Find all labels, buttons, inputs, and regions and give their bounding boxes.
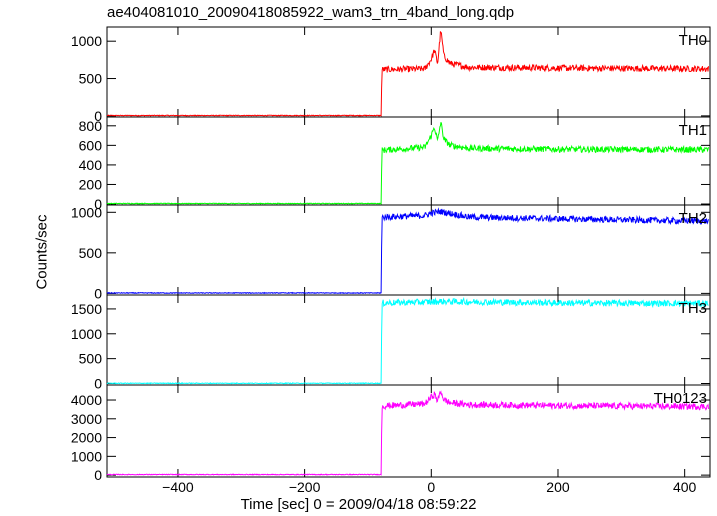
x-tick-label: 200 xyxy=(546,479,570,495)
y-tick-label-th0: 0 xyxy=(94,108,102,124)
y-tick-label-th2: 0 xyxy=(94,285,102,301)
y-tick-label-th1: 0 xyxy=(94,196,102,212)
panel-label-th0: TH0 xyxy=(679,32,707,49)
x-tick-label: −400 xyxy=(162,479,194,495)
panel-label-th2: TH2 xyxy=(679,210,707,227)
y-tick-label-th1: 200 xyxy=(79,176,103,192)
series-line-th1 xyxy=(106,122,709,206)
y-tick-label-th3: 0 xyxy=(94,376,102,392)
series-line-th0 xyxy=(106,31,709,117)
y-tick-label-th0123: 4000 xyxy=(71,392,102,408)
y-axis-label: Counts/sec xyxy=(33,214,51,290)
panel-label-th1: TH1 xyxy=(679,122,707,139)
panel-frame-th0123 xyxy=(106,384,711,478)
panel-label-th3: TH3 xyxy=(679,300,707,317)
y-tick-label-th0123: 3000 xyxy=(71,411,102,427)
y-tick-label-th2: 1000 xyxy=(71,204,102,220)
y-tick-label-th1: 800 xyxy=(79,118,103,134)
panel-label-th0123: TH0123 xyxy=(654,390,707,407)
y-tick-label-th0: 1000 xyxy=(71,33,102,49)
y-tick-label-th1: 400 xyxy=(79,157,103,173)
y-tick-label-th0123: 2000 xyxy=(71,430,102,446)
y-tick-label-th0123: 1000 xyxy=(71,448,102,464)
x-tick-label: 400 xyxy=(673,479,697,495)
panel-frame-th3 xyxy=(106,294,711,386)
y-tick-label-th0: 500 xyxy=(79,71,103,87)
series-line-th0123 xyxy=(106,390,709,476)
x-tick-label: −200 xyxy=(289,479,321,495)
x-axis-label: Time [sec] 0 = 2009/04/18 08:59:22 xyxy=(240,496,477,513)
y-tick-label-th3: 500 xyxy=(79,351,103,367)
y-tick-label-th3: 1500 xyxy=(71,301,102,317)
y-tick-label-th0123: 0 xyxy=(94,467,102,483)
y-tick-label-th3: 1000 xyxy=(71,326,102,342)
series-line-th3 xyxy=(106,296,709,385)
y-tick-label-th1: 600 xyxy=(79,137,103,153)
chart-title: ae404081010_20090418085922_wam3_trn_4ban… xyxy=(107,4,515,21)
series-line-th2 xyxy=(106,207,709,295)
panel-frame-th1 xyxy=(106,116,711,206)
y-tick-label-th2: 500 xyxy=(79,245,103,261)
x-tick-label: 0 xyxy=(427,479,435,495)
